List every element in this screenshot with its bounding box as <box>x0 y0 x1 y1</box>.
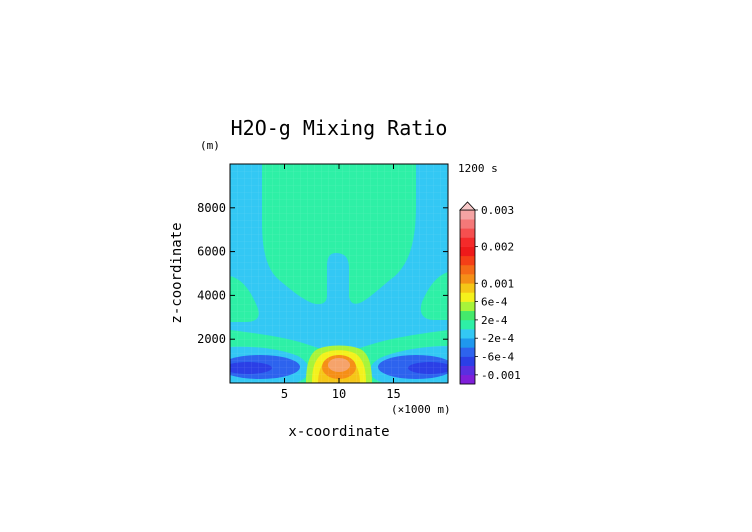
colorbar-label: 2e-4 <box>481 314 508 327</box>
x-axis-unit: (×1000 m) <box>391 403 451 416</box>
colorbar-segment <box>460 264 475 275</box>
x-tick-label: 15 <box>386 387 400 401</box>
colorbar-segment <box>460 310 475 321</box>
colorbar-segment <box>460 338 475 348</box>
y-tick-label: 6000 <box>197 245 226 259</box>
colorbar-segment <box>460 274 475 284</box>
colorbar-segment <box>460 347 475 357</box>
colorbar-segment <box>460 301 475 312</box>
colorbar-segment <box>460 292 475 302</box>
colorbar-label: -6e-4 <box>481 351 514 364</box>
colorbar-extend-triangle <box>459 201 476 211</box>
colorbar-segment <box>460 374 475 385</box>
x-tick-label: 5 <box>281 387 288 401</box>
colorbar-label: 0.002 <box>481 241 514 254</box>
y-tick-label: 8000 <box>197 201 226 215</box>
grid-overlay <box>230 164 448 383</box>
colorbar-segment <box>460 246 475 257</box>
colorbar-label: 0.001 <box>481 277 514 290</box>
x-axis-ticks: 5 10 15 <box>281 164 401 401</box>
colorbar-segment <box>460 228 475 238</box>
colorbar-label: -2e-4 <box>481 332 514 345</box>
chart-title: H2O-g Mixing Ratio <box>231 116 448 140</box>
colorbar-label: -0.001 <box>481 369 521 382</box>
colorbar-segment <box>460 255 475 266</box>
x-tick-label: 10 <box>332 387 346 401</box>
y-axis-unit: (m) <box>200 139 220 152</box>
colorbar: 0.003 0.002 0.001 6e-4 2e-4 -2e-4 -6e-4 -0.001 <box>459 201 521 385</box>
colorbar-label: 6e-4 <box>481 296 508 309</box>
colorbar-segment <box>460 319 475 330</box>
colorbar-segment <box>460 365 475 376</box>
colorbar-segment <box>460 219 475 229</box>
colorbar-segment <box>460 283 475 293</box>
x-axis-label: x-coordinate <box>288 424 389 440</box>
y-axis-label: z-coordinate <box>169 222 185 323</box>
colorbar-label: 0.003 <box>481 204 514 217</box>
colorbar-segment <box>460 237 475 247</box>
y-tick-label: 2000 <box>197 332 226 346</box>
contour-plot <box>230 164 448 383</box>
colorbar-segment <box>460 329 475 339</box>
y-tick-label: 4000 <box>197 288 226 302</box>
y-axis-ticks: 2000 4000 6000 8000 <box>197 201 448 346</box>
colorbar-segment <box>460 356 475 366</box>
colorbar-segment <box>460 210 475 220</box>
time-label: 1200 s <box>458 162 498 175</box>
